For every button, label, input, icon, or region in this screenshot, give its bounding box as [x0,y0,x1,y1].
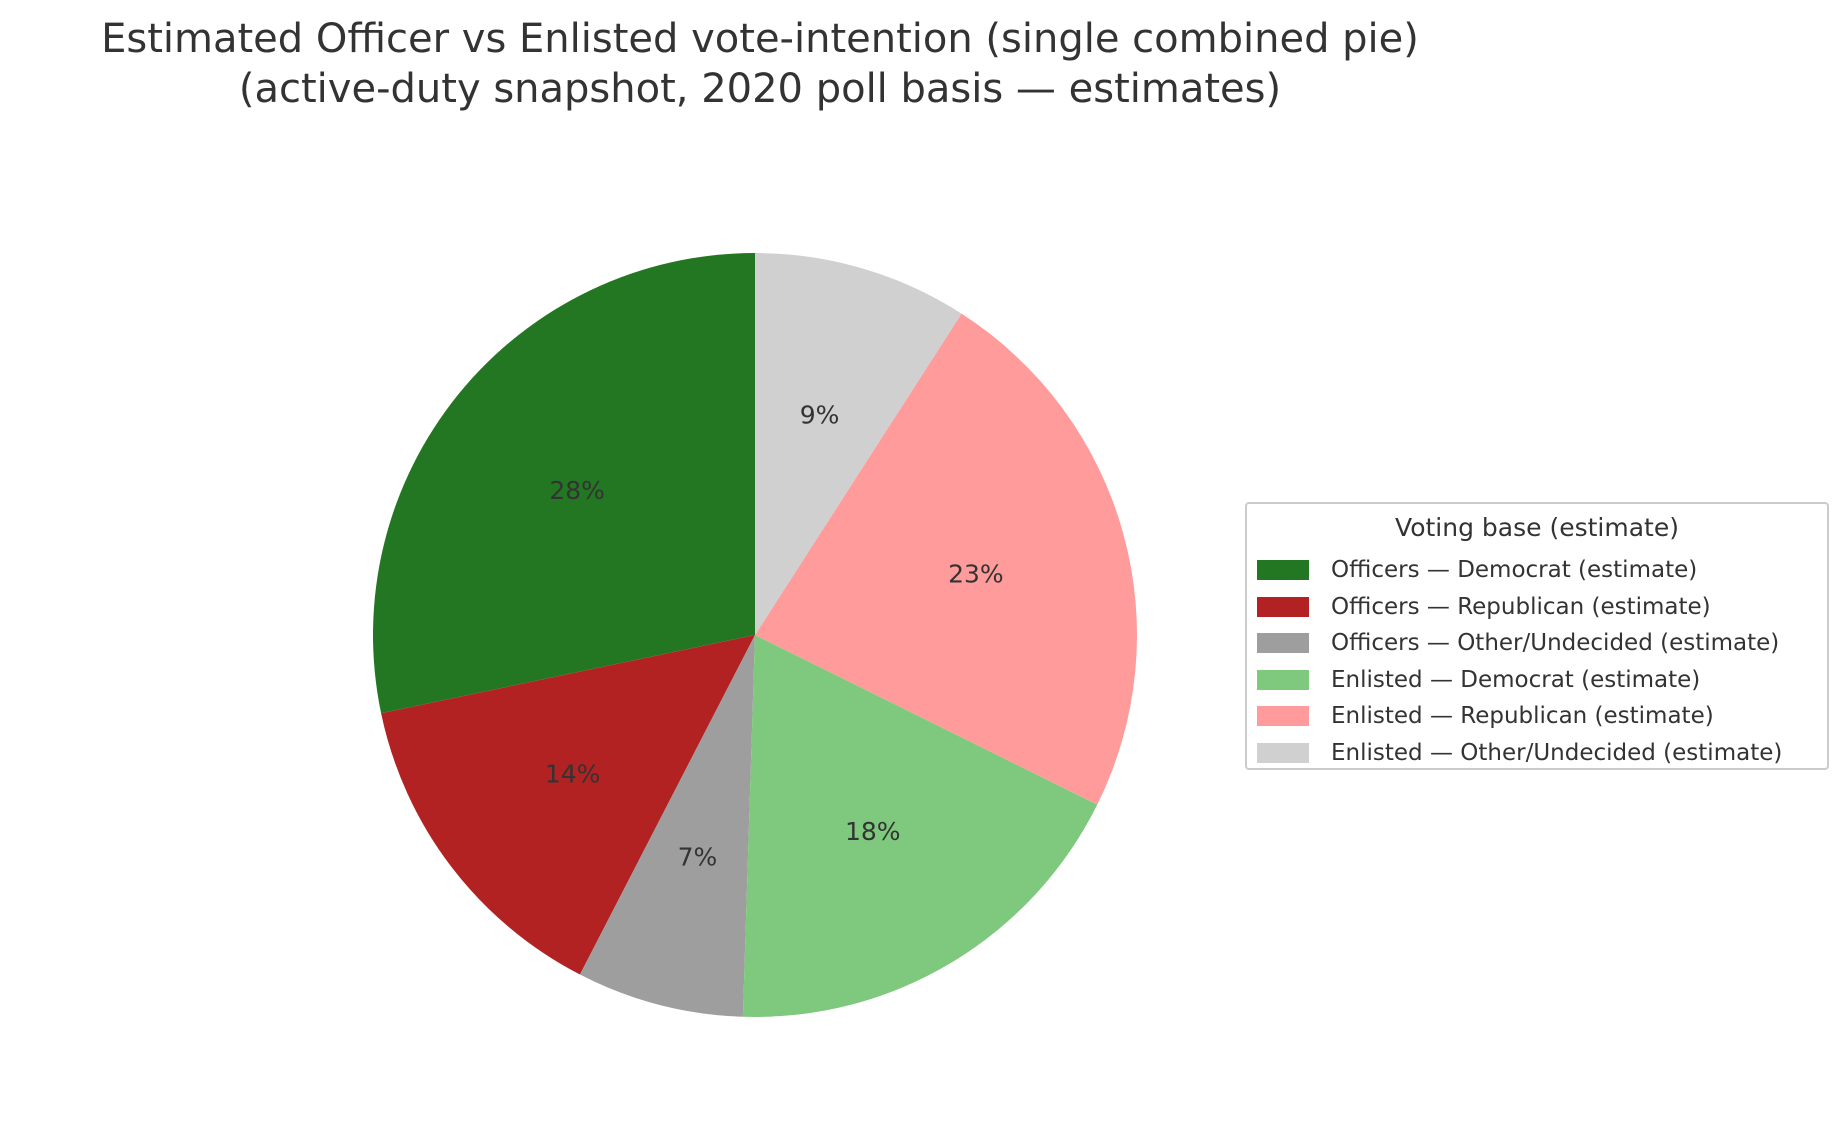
legend-item: Enlisted — Democrat (estimate) [1257,662,1700,698]
legend-item: Enlisted — Other/Undecided (estimate) [1257,735,1782,771]
legend-item: Officers — Other/Undecided (estimate) [1257,625,1779,661]
pie-slice-label-5: 23% [948,559,1004,588]
legend-swatch [1257,742,1309,763]
legend-swatch [1257,669,1309,690]
legend-item: Officers — Republican (estimate) [1257,589,1711,625]
legend-label: Enlisted — Other/Undecided (estimate) [1331,739,1783,766]
pie-slice-label-1: 28% [549,476,605,505]
pie-slice-1 [373,253,755,714]
pie-slice-label-2: 14% [545,759,601,788]
chart-title: Estimated Officer vs Enlisted vote-inten… [0,14,1520,114]
legend-swatch [1257,560,1309,580]
legend-item: Enlisted — Republican (estimate) [1257,698,1714,734]
legend-swatch [1257,706,1309,726]
legend-swatch [1257,596,1309,617]
pie-slice-label-6: 9% [800,401,840,430]
pie-slice-2 [381,635,755,975]
pie-slice-label-4: 18% [845,817,901,846]
legend-title: Voting base (estimate) [1395,513,1679,542]
legend: Voting base (estimate) Officers — Democr… [1245,502,1829,770]
pie-slice-5 [755,313,1137,805]
pie-slice-4 [742,635,1098,1017]
legend-swatch [1257,633,1309,653]
legend-label: Enlisted — Democrat (estimate) [1331,666,1701,693]
legend-label: Enlisted — Republican (estimate) [1331,703,1714,729]
legend-label: Officers — Democrat (estimate) [1331,557,1698,583]
legend-label: Officers — Other/Undecided (estimate) [1331,630,1780,656]
pie-slice-6 [755,253,962,635]
legend-item: Officers — Democrat (estimate) [1257,552,1697,588]
legend-label: Officers — Republican (estimate) [1331,593,1711,620]
pie-slice-3 [579,635,755,1017]
pie-slice-label-3: 7% [678,842,718,871]
chart-subtitle: (active-duty snapshot, 2020 poll basis —… [238,66,1282,112]
chart-title-line1: Estimated Officer vs Enlisted vote-inten… [101,16,1419,62]
